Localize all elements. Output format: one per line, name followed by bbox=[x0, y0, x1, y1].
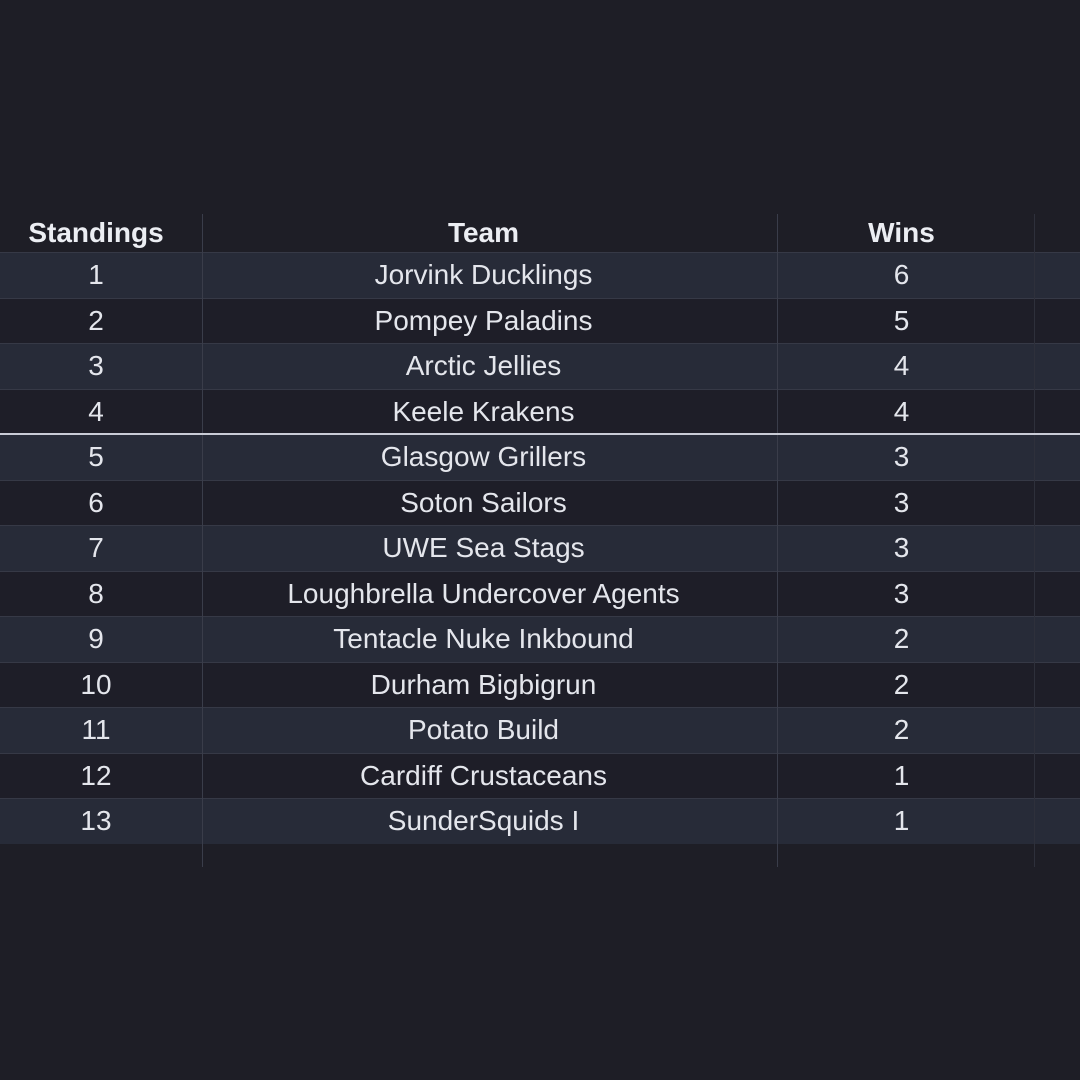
wins-cell: 4 bbox=[893, 350, 910, 382]
standing-cell: 2 bbox=[88, 304, 104, 336]
wins-cell: 6 bbox=[893, 259, 910, 291]
header-team: Team bbox=[447, 217, 520, 248]
team-cell: Jorvink Ducklings bbox=[374, 259, 593, 291]
table-row: 8 Loughbrella Undercover Agents 3 bbox=[0, 570, 1080, 616]
header-standings: Standings bbox=[28, 217, 164, 248]
team-cell: Arctic Jellies bbox=[405, 350, 562, 382]
standing-cell: 6 bbox=[88, 486, 104, 518]
standing-cell: 11 bbox=[81, 714, 111, 746]
table-body: 1 Jorvink Ducklings 6 2 Pompey Paladins 5 3 Arc… bbox=[0, 252, 1080, 844]
team-cell: Keele Krakens bbox=[392, 395, 575, 427]
standing-cell: 5 bbox=[88, 441, 104, 473]
team-cell: Glasgow Grillers bbox=[380, 441, 587, 473]
wins-cell: 1 bbox=[893, 805, 910, 837]
table-row: 7 UWE Sea Stags 3 bbox=[0, 525, 1080, 571]
table-row: 13 SunderSquids I 1 bbox=[0, 798, 1080, 844]
wins-cell: 4 bbox=[893, 395, 910, 427]
wins-cell: 3 bbox=[893, 441, 910, 473]
table-row: 4 Keele Krakens 4 bbox=[0, 388, 1080, 434]
table-row: 2 Pompey Paladins 5 bbox=[0, 297, 1080, 343]
team-cell: Potato Build bbox=[408, 714, 559, 746]
team-cell: Durham Bigbigrun bbox=[370, 668, 597, 700]
wins-cell: 2 bbox=[893, 668, 910, 700]
column-divider bbox=[777, 214, 778, 867]
wins-cell: 3 bbox=[893, 532, 910, 564]
table-row: 6 Soton Sailors 3 bbox=[0, 479, 1080, 525]
team-cell: SunderSquids I bbox=[387, 805, 580, 837]
table-row: 9 Tentacle Nuke Inkbound 2 bbox=[0, 616, 1080, 662]
table-row: 12 Cardiff Crustaceans 1 bbox=[0, 752, 1080, 798]
standing-cell: 9 bbox=[88, 623, 104, 655]
standing-cell: 8 bbox=[88, 577, 104, 609]
team-cell: Loughbrella Undercover Agents bbox=[287, 577, 680, 609]
standing-cell: 7 bbox=[88, 532, 104, 564]
standing-cell: 10 bbox=[80, 668, 112, 700]
header-wins: Wins bbox=[868, 217, 935, 248]
standings-table: Standings Team Wins 1 Jorvink Ducklings 6 2… bbox=[0, 214, 1080, 867]
team-cell: UWE Sea Stags bbox=[382, 532, 585, 564]
team-cell: Pompey Paladins bbox=[374, 304, 593, 336]
column-divider bbox=[202, 214, 203, 867]
standing-cell: 1 bbox=[88, 259, 104, 291]
table-row: 1 Jorvink Ducklings 6 bbox=[0, 252, 1080, 298]
wins-cell: 3 bbox=[893, 486, 910, 518]
table-row: 10 Durham Bigbigrun 2 bbox=[0, 661, 1080, 707]
table-row: 11 Potato Build 2 bbox=[0, 707, 1080, 753]
team-cell: Cardiff Crustaceans bbox=[360, 759, 607, 791]
standing-cell: 12 bbox=[80, 759, 112, 791]
standing-cell: 3 bbox=[88, 350, 104, 382]
table-row: 3 Arctic Jellies 4 bbox=[0, 343, 1080, 389]
table-row: 5 Glasgow Grillers 3 bbox=[0, 434, 1080, 480]
column-divider bbox=[1034, 214, 1035, 867]
wins-cell: 2 bbox=[893, 714, 910, 746]
table-header: Standings Team Wins bbox=[0, 214, 1080, 252]
wins-cell: 3 bbox=[893, 577, 910, 609]
team-cell: Soton Sailors bbox=[400, 486, 567, 518]
wins-cell: 5 bbox=[893, 304, 910, 336]
standing-cell: 13 bbox=[80, 805, 112, 837]
standing-cell: 4 bbox=[88, 395, 104, 427]
team-cell: Tentacle Nuke Inkbound bbox=[333, 623, 634, 655]
wins-cell: 1 bbox=[893, 759, 910, 791]
cutoff-divider bbox=[0, 433, 1080, 435]
wins-cell: 2 bbox=[893, 623, 910, 655]
